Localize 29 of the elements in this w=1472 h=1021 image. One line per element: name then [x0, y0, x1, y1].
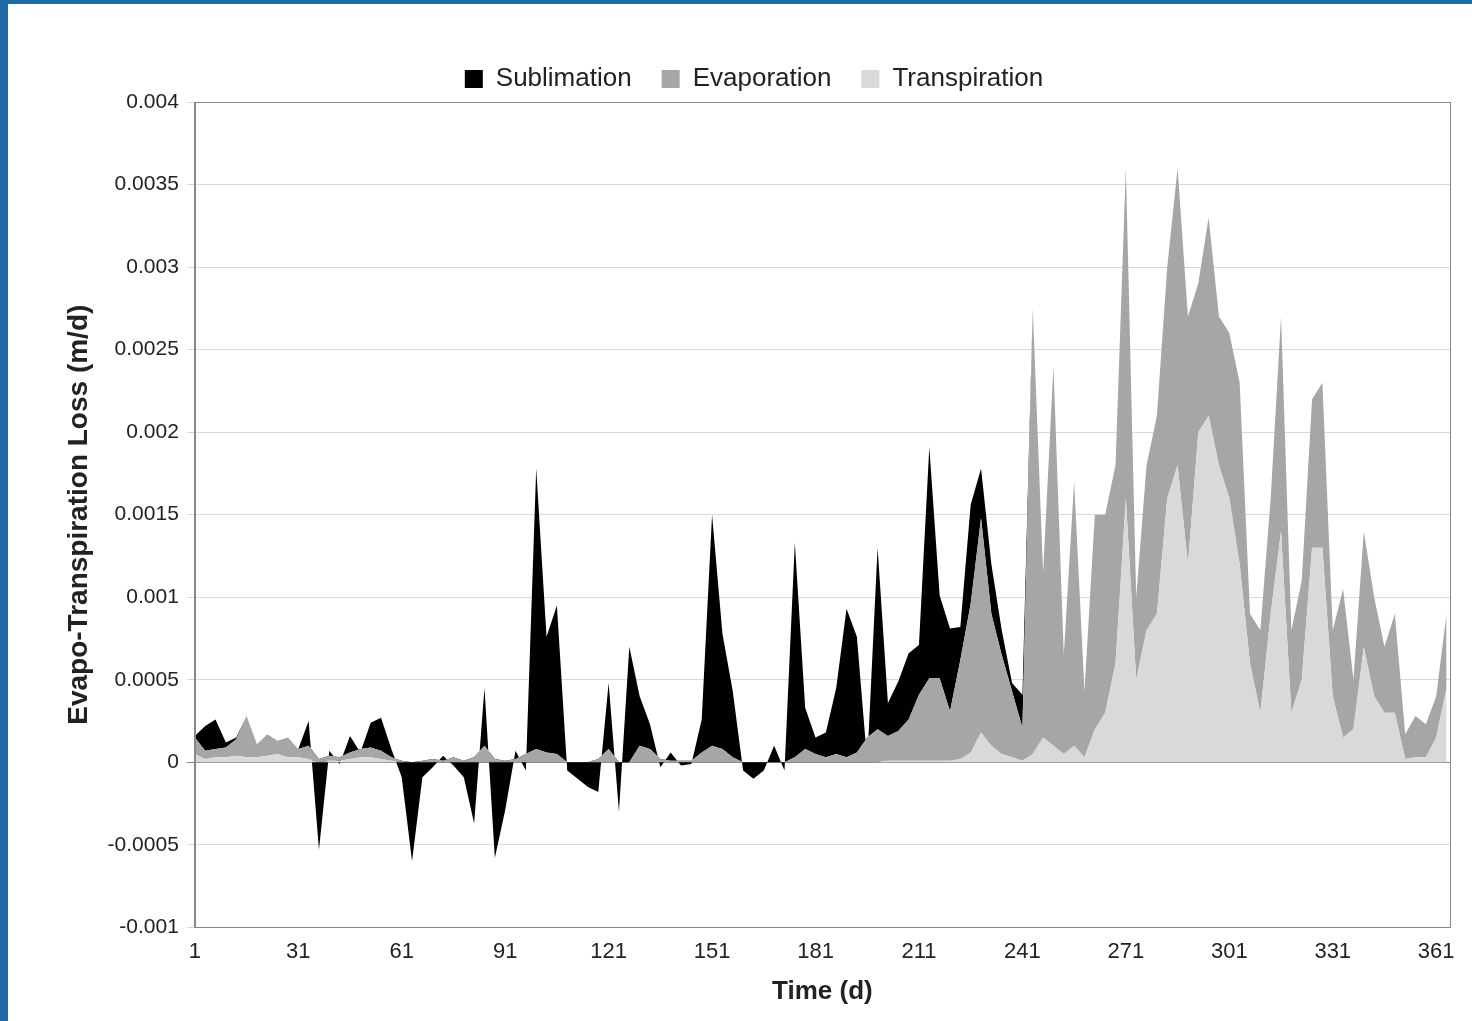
- x-tick-label: 211: [901, 937, 937, 963]
- y-tick-label: 0.003: [126, 253, 179, 277]
- y-tick-label: 0.004: [126, 88, 180, 112]
- legend-label: Evaporation: [692, 62, 832, 93]
- y-tick-label: 0.002: [126, 418, 179, 442]
- y-tick-label: 0: [167, 749, 179, 773]
- y-tick-label: 0.0025: [114, 336, 179, 360]
- y-tick-label: 0.0005: [114, 666, 179, 690]
- x-tick-label: 1: [188, 937, 201, 963]
- x-tick-label: 331: [1314, 937, 1352, 963]
- y-tick-label: 0.0015: [114, 501, 179, 525]
- x-tick-label: 301: [1210, 937, 1248, 963]
- x-tick-label: 121: [590, 937, 627, 963]
- legend-label: Transpiration: [892, 62, 1044, 93]
- y-axis-title: Evapo-Transpiration Loss (m/d): [61, 304, 93, 725]
- y-tick-label: -0.001: [119, 914, 179, 938]
- x-tick-label: 361: [1417, 937, 1455, 963]
- y-tick-label: -0.0005: [107, 831, 179, 855]
- x-tick-label: 61: [389, 937, 414, 963]
- x-axis-title: Time (d): [772, 974, 873, 1005]
- x-tick-label: 91: [492, 937, 518, 963]
- x-tick-label: 151: [693, 937, 731, 963]
- legend-label: Sublimation: [495, 62, 632, 93]
- y-tick-label: 0.001: [126, 584, 179, 608]
- x-tick-label: 181: [797, 937, 834, 963]
- y-tick-label: 0.0035: [114, 171, 179, 195]
- x-tick-label: 271: [1107, 937, 1145, 963]
- x-tick-label: 31: [286, 937, 311, 963]
- x-tick-label: 241: [1004, 937, 1041, 963]
